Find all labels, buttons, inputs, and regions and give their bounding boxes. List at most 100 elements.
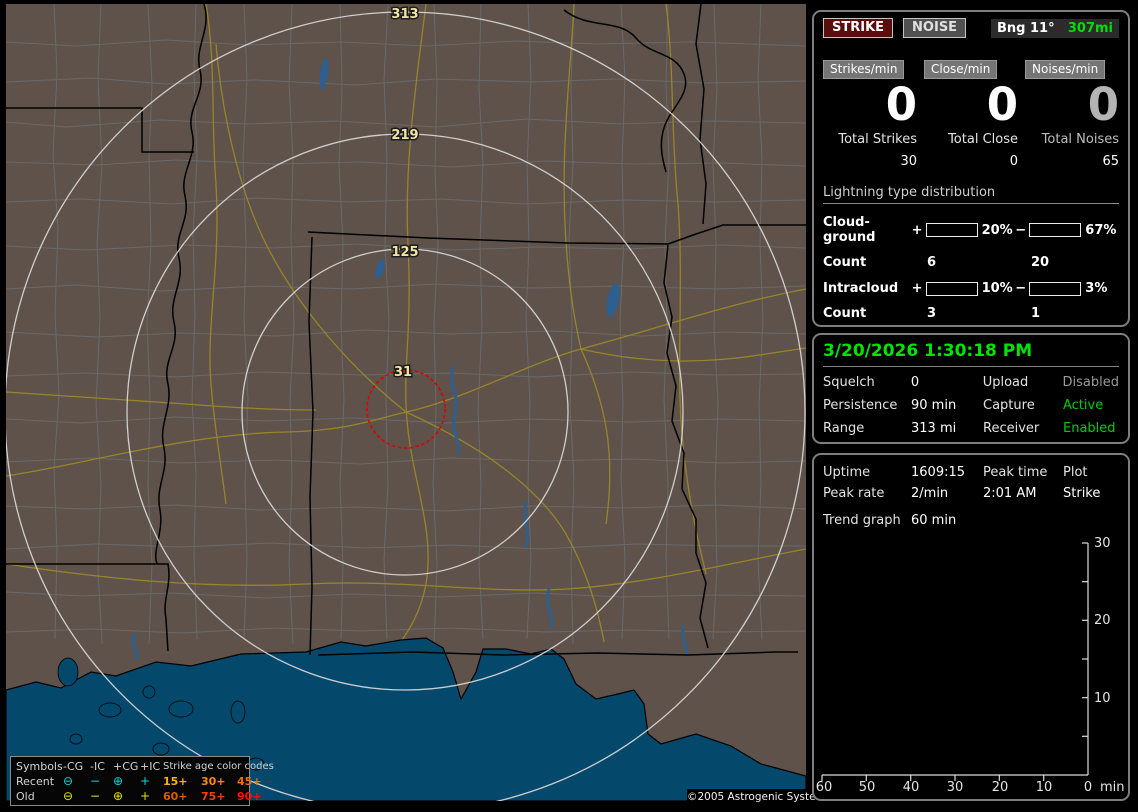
y-tick-30: 30 — [1094, 536, 1111, 551]
cg-positive-pct: 20% — [981, 222, 1013, 238]
legend-col-neg-ic: -IC — [90, 760, 105, 773]
plus-sign: + — [911, 281, 923, 296]
pos-cg-old-icon: ⊕ — [113, 789, 124, 803]
x-tick-10: 10 — [1035, 780, 1053, 795]
age-code-30: 30+ — [201, 775, 226, 788]
range-ring-313mi — [6, 11, 806, 801]
county-borders — [6, 4, 806, 650]
cg-positive-bar — [925, 223, 978, 237]
age-code-90: 90+ — [237, 790, 262, 803]
bearing-distance: 307mi — [1067, 20, 1113, 36]
cg-negative-pct: 67% — [1085, 222, 1117, 238]
ic-positive-pct: 10% — [981, 281, 1013, 296]
legend-col-neg-cg: -CG — [63, 760, 84, 773]
count-label: Count — [823, 306, 867, 321]
close-alarm-ring — [366, 369, 446, 449]
trend-graph: 30 20 10 60 50 40 30 20 10 0 min — [814, 455, 1128, 799]
cloud-ground-count-row: Count 6 20 — [823, 255, 1119, 270]
legend-age-header: Strike age color codes — [163, 761, 274, 772]
highways — [6, 4, 806, 647]
status-row: Range 313 mi Receiver Enabled — [823, 421, 1119, 436]
strike-button[interactable]: STRIKE — [823, 18, 894, 38]
plot-label: Plot — [1063, 465, 1088, 480]
trend-graph-row: Trend graph 60 min — [823, 513, 1119, 528]
x-tick-0: 0 — [1083, 780, 1093, 795]
x-tick-20: 20 — [991, 780, 1009, 795]
strikes-rate-value: 0 — [885, 78, 917, 131]
strike-counter-panel: STRIKE NOISE Bng 11° 307mi Strikes/min 0… — [812, 10, 1130, 327]
total-noises-value: 65 — [1102, 154, 1119, 169]
capture-state: Active — [1063, 398, 1104, 413]
stats-row: Peak rate 2/min 2:01 AM Strike — [823, 486, 1119, 501]
close-per-min-button[interactable]: Close/min — [924, 60, 998, 79]
cg-positive-count: 6 — [927, 255, 937, 270]
strikes-per-min-button[interactable]: Strikes/min — [823, 60, 905, 79]
legend-row-old-label: Old — [16, 790, 35, 803]
range-ring-125mi — [241, 248, 569, 576]
pos-ic-recent-icon: + — [140, 774, 151, 788]
x-tick-30: 30 — [946, 780, 964, 795]
total-strikes-label: Total Strikes — [838, 132, 917, 147]
stats-row: Uptime 1609:15 Peak time Plot — [823, 465, 1119, 480]
noises-rate-value: 0 — [1087, 78, 1119, 131]
map-canvas[interactable]: 313 219 125 31 — [6, 4, 806, 801]
range-ring-219mi — [126, 133, 684, 691]
peak-rate-value: 2/min — [911, 486, 949, 501]
noise-button[interactable]: NOISE — [903, 18, 967, 38]
plot-value: Strike — [1063, 486, 1101, 501]
cloud-ground-label: Cloud-ground — [823, 215, 876, 245]
total-close-value: 0 — [1009, 154, 1018, 169]
ring-label-313: 313 — [391, 7, 418, 22]
total-strikes-value: 30 — [900, 154, 917, 169]
noises-per-min-button[interactable]: Noises/min — [1025, 60, 1106, 79]
ic-negative-bar — [1029, 281, 1082, 296]
uptime-value: 1609:15 — [911, 465, 966, 480]
range-value: 313 mi — [911, 421, 957, 436]
x-tick-50: 50 — [858, 780, 876, 795]
bearing-value: Bng 11° — [997, 20, 1055, 36]
x-axis-unit: min — [1100, 780, 1125, 795]
system-status-panel: 3/20/2026 1:30:18 PM Squelch 0 Upload Di… — [812, 333, 1130, 444]
ic-negative-count: 1 — [1031, 306, 1041, 321]
noises-counter: Noises/min 0 Total Noises 65 — [1025, 60, 1119, 169]
squelch-value: 0 — [910, 375, 920, 390]
state-borders — [6, 4, 806, 656]
capture-label: Capture — [983, 398, 1035, 413]
cloud-ground-row: Cloud-ground + 20% − 67% — [823, 215, 1119, 245]
peak-time-label: Peak time — [983, 465, 1048, 480]
legend-col-pos-cg: +CG — [113, 760, 139, 773]
x-tick-40: 40 — [902, 780, 920, 795]
receiver-state: Enabled — [1063, 421, 1116, 436]
minus-sign: − — [1015, 281, 1027, 296]
upload-state: Disabled — [1062, 375, 1120, 390]
cg-negative-count: 20 — [1031, 255, 1050, 270]
strikes-counter: Strikes/min 0 Total Strikes 30 — [823, 60, 917, 169]
neg-ic-recent-icon: − — [90, 774, 101, 788]
total-noises-label: Total Noises — [1041, 132, 1119, 147]
close-counter: Close/min 0 Total Close 0 — [924, 60, 1018, 169]
neg-cg-recent-icon: ⊖ — [63, 774, 74, 788]
legend-col-pos-ic: +IC — [140, 760, 161, 773]
lakes — [319, 58, 620, 317]
y-tick-10: 10 — [1094, 691, 1111, 706]
age-code-60: 60+ — [163, 790, 188, 803]
close-rate-value: 0 — [986, 78, 1018, 131]
peak-rate-label: Peak rate — [823, 486, 885, 501]
y-tick-20: 20 — [1094, 613, 1111, 628]
trend-graph-value: 60 min — [911, 513, 957, 528]
status-row: Persistence 90 min Capture Active — [823, 398, 1119, 413]
intracloud-count-row: Count 3 1 — [823, 306, 1119, 321]
ring-label-219: 219 — [391, 128, 418, 143]
upload-label: Upload — [982, 375, 1029, 390]
statistics-panel: Uptime 1609:15 Peak time Plot Peak rate … — [812, 453, 1130, 801]
rivers — [131, 365, 689, 661]
count-label: Count — [823, 255, 867, 270]
uptime-label: Uptime — [823, 465, 871, 480]
ic-positive-bar — [925, 281, 978, 296]
neg-ic-old-icon: − — [90, 789, 101, 803]
total-close-label: Total Close — [948, 132, 1018, 147]
squelch-label: Squelch — [823, 375, 875, 390]
minus-sign: − — [1015, 222, 1027, 238]
range-label: Range — [823, 421, 865, 436]
legend-row-recent-label: Recent — [16, 775, 55, 788]
